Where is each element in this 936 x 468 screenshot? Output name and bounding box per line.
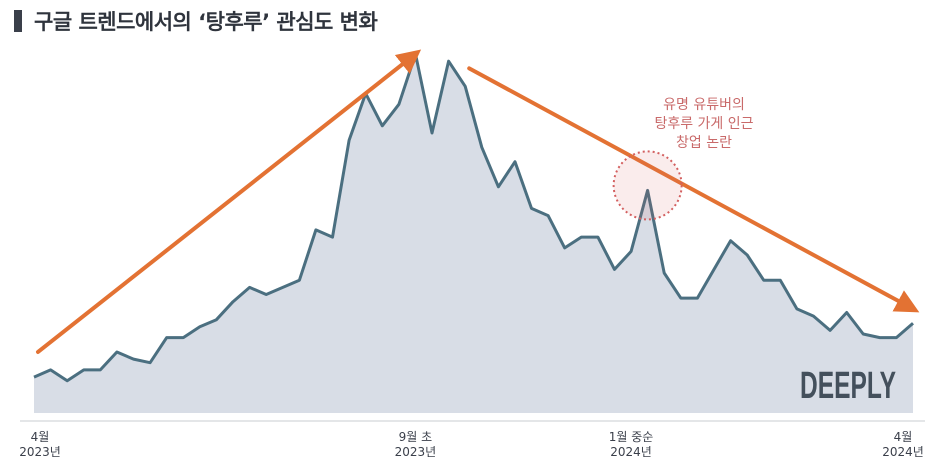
- annotation-label-line: 유명 유튜버의: [663, 97, 745, 113]
- interest-area: [34, 54, 913, 413]
- trend-arrow: [36, 49, 422, 354]
- x-tick-label: 4월: [894, 430, 913, 444]
- interest-line: [33, 52, 914, 383]
- x-tick-label: 4월: [31, 430, 50, 444]
- x-tick-year: 2024년: [610, 445, 652, 459]
- x-tick-label: 1월 중순: [609, 430, 654, 444]
- x-tick-year: 2023년: [395, 445, 437, 459]
- annotation-label-line: 창업 논란: [676, 135, 732, 151]
- x-tick-year: 2023년: [19, 445, 61, 459]
- trend-arrow: [467, 66, 920, 313]
- annotation-label-line: 탕후루 가게 인근: [654, 116, 753, 132]
- title-accent-bar: [14, 10, 22, 32]
- chart-title: 구글 트렌드에서의 ‘탕후루’ 관심도 변화: [34, 10, 378, 34]
- highlight-circle: [612, 150, 683, 221]
- x-tick-year: 2024년: [882, 445, 924, 459]
- x-tick-label: 9월 초: [399, 430, 433, 444]
- brand-logo: DEEPLY: [800, 365, 896, 407]
